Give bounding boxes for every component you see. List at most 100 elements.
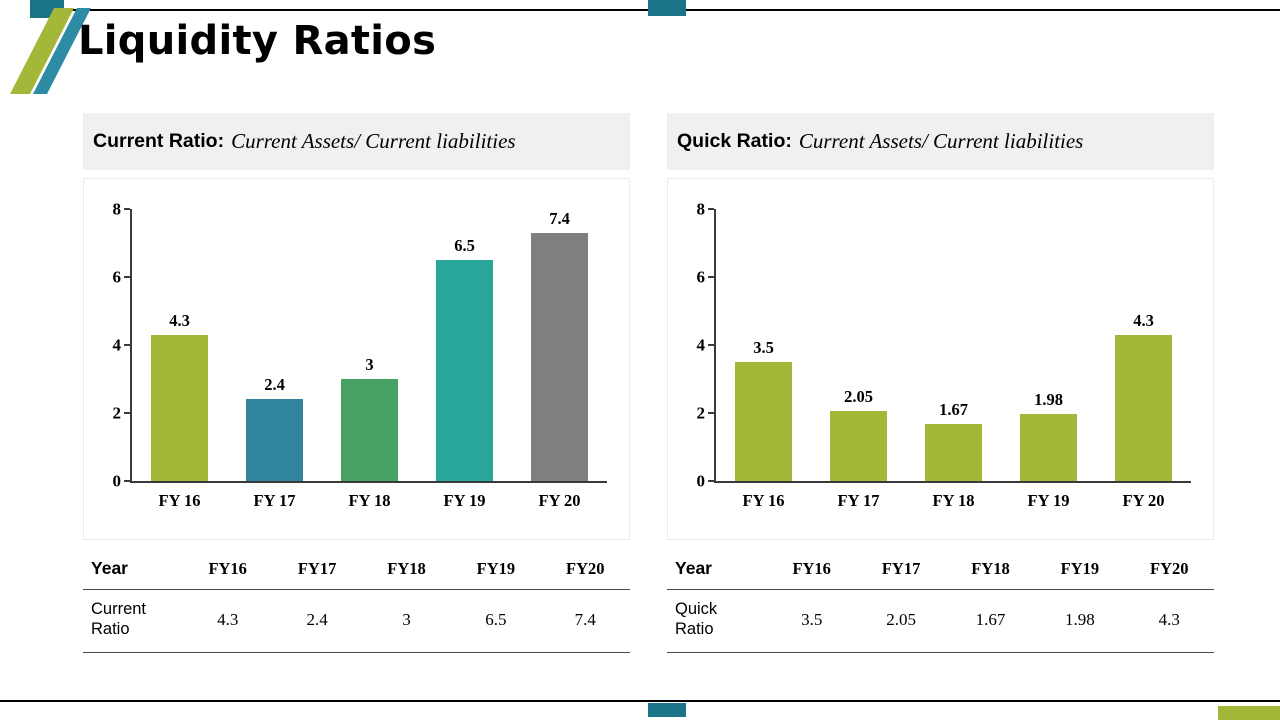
current-ratio-header: Current Ratio: Current Assets/ Current l… — [83, 113, 630, 170]
bottom-divider-line — [0, 700, 1280, 702]
category-label: FY 19 — [443, 491, 486, 510]
bar-fy-19 — [1020, 413, 1077, 481]
bar-value-label: 1.98 — [1034, 389, 1063, 409]
bar-slot: 2.05 — [811, 209, 906, 481]
category-axis: FY 16 FY 17 FY 18 FY 19 FY 20 — [716, 491, 1191, 511]
y-axis-tick-label: 6 — [112, 267, 122, 287]
bar-slot: 3.5 — [716, 209, 811, 481]
table-cell-value: 1.98 — [1065, 609, 1095, 629]
table-cell-value: 3.5 — [801, 609, 823, 629]
category-label: FY 17 — [253, 491, 296, 510]
accent-rect-bottom-center — [648, 703, 686, 717]
table-cell-value: 4.3 — [217, 609, 239, 629]
bars-group: 4.3 2.4 3 6.5 7.4 — [132, 209, 607, 481]
accent-rect-bottom-right — [1218, 706, 1280, 720]
bar-fy-19 — [436, 260, 493, 481]
bar-fy-20 — [531, 233, 588, 481]
bar-fy-17 — [246, 399, 303, 481]
table-cell-value: 4.3 — [1158, 609, 1180, 629]
bar-value-label: 4.3 — [169, 310, 190, 330]
table-row-label: Current Ratio — [91, 600, 147, 638]
accent-rect-top-center — [648, 0, 686, 16]
y-axis-tick-mark — [708, 480, 714, 482]
quick-ratio-header: Quick Ratio: Current Assets/ Current lia… — [667, 113, 1214, 170]
bar-value-label: 3.5 — [753, 338, 774, 357]
bar-slot: 1.67 — [906, 209, 1001, 481]
current-ratio-header-formula: Current Assets/ Current liabilities — [231, 129, 516, 153]
bar-value-label: 7.4 — [549, 209, 570, 228]
table-column-header: FY19 — [1060, 558, 1100, 578]
table-cell-value: 1.67 — [975, 609, 1006, 629]
current-ratio-header-label: Current Ratio: — [93, 130, 225, 152]
table-cell-value: 6.5 — [485, 609, 507, 629]
quick-ratio-chart: 0 2 4 6 8 3.5 2.05 1.67 1.98 4.3 FY 16 FY 17 FY 18 FY… — [667, 178, 1214, 540]
table-column-header: FY18 — [387, 558, 426, 578]
table-row-label: Quick Ratio — [675, 600, 718, 638]
quick-ratio-header-formula: Current Assets/ Current liabilities — [798, 129, 1084, 153]
y-axis-tick-label: 2 — [112, 403, 122, 423]
current-ratio-panel: Current Ratio: Current Assets/ Current l… — [83, 113, 630, 653]
plot-area: 0 2 4 6 8 4.3 2.4 3 6.5 7.4 FY 16 FY 17 FY 18 FY 19 FY… — [113, 201, 607, 510]
bar-fy-20 — [1115, 334, 1172, 481]
bar-value-label: 1.67 — [939, 400, 968, 420]
y-axis-tick-mark — [708, 344, 714, 346]
current-ratio-table: Year FY16 FY17 FY18 FY19 FY20 Current Ratio 4.3… — [83, 550, 630, 653]
bar-value-label: 2.4 — [264, 375, 285, 395]
table-header-row: Year FY16 FY17 FY18 FY19 FY20 — [667, 550, 1214, 589]
y-axis-tick-mark — [124, 276, 130, 278]
category-label: FY 20 — [538, 491, 581, 510]
bar-value-label: 4.3 — [1133, 310, 1154, 330]
y-axis-tick-label: 8 — [696, 199, 706, 219]
bar-slot: 7.4 — [512, 209, 607, 481]
bar-fy-16 — [151, 334, 208, 481]
bar-slot: 4.3 — [1096, 209, 1191, 481]
y-axis-tick-mark — [708, 412, 714, 414]
table-cell-value: 7.4 — [574, 609, 596, 629]
category-label: FY 18 — [348, 491, 391, 510]
bar-fy-18 — [341, 379, 398, 481]
table-column-header: FY16 — [208, 558, 247, 578]
y-axis-tick-label: 8 — [112, 199, 122, 219]
current-ratio-chart: 0 2 4 6 8 4.3 2.4 3 6.5 7.4 FY 16 FY 17 FY 18 FY 19 FY… — [83, 178, 630, 540]
y-axis-tick-label: 2 — [696, 403, 706, 423]
y-axis-tick-label: 4 — [696, 335, 706, 355]
category-label: FY 18 — [932, 491, 975, 510]
category-label: FY 16 — [158, 491, 201, 510]
y-axis-tick-mark — [708, 276, 714, 278]
bar-value-label: 6.5 — [454, 236, 475, 255]
category-label: FY 16 — [742, 491, 785, 510]
page-title: Liquidity Ratios — [78, 18, 437, 64]
bars-group: 3.5 2.05 1.67 1.98 4.3 — [716, 209, 1191, 481]
table-cell-value: 2.4 — [306, 609, 328, 629]
quick-ratio-panel: Quick Ratio: Current Assets/ Current lia… — [667, 113, 1214, 653]
bar-value-label: 3 — [365, 355, 374, 374]
bar-slot: 4.3 — [132, 209, 227, 481]
y-axis-tick-mark — [124, 480, 130, 482]
corner-stripes-decoration — [10, 8, 91, 94]
bar-fy-17 — [830, 411, 887, 481]
table-column-header: FY17 — [881, 558, 921, 578]
category-axis: FY 16 FY 17 FY 18 FY 19 FY 20 — [132, 491, 607, 511]
y-axis-tick-label: 6 — [696, 267, 706, 287]
table-year-header: Year — [91, 558, 128, 578]
y-axis-tick-label: 0 — [696, 471, 706, 491]
bar-slot: 1.98 — [1001, 209, 1096, 481]
table-column-header: FY16 — [792, 558, 831, 578]
y-axis-tick-mark — [124, 412, 130, 414]
bar-slot: 6.5 — [417, 209, 512, 481]
table-column-header: FY20 — [1150, 558, 1189, 578]
y-axis-tick-label: 0 — [112, 471, 122, 491]
table-cell-value: 3 — [402, 609, 411, 629]
y-axis-tick-mark — [708, 208, 714, 210]
plot-area: 0 2 4 6 8 3.5 2.05 1.67 1.98 4.3 FY 16 FY 17 FY 18 FY… — [697, 201, 1191, 510]
category-label: FY 20 — [1122, 491, 1165, 510]
bar-value-label: 2.05 — [844, 387, 873, 407]
table-column-header: FY18 — [971, 558, 1010, 578]
category-label: FY 17 — [837, 491, 880, 510]
bar-slot: 3 — [322, 209, 417, 481]
table-header-row: Year FY16 FY17 FY18 FY19 FY20 — [83, 550, 630, 589]
bar-fy-16 — [735, 362, 792, 481]
table-column-header: FY17 — [297, 558, 337, 578]
table-column-header: FY19 — [476, 558, 516, 578]
